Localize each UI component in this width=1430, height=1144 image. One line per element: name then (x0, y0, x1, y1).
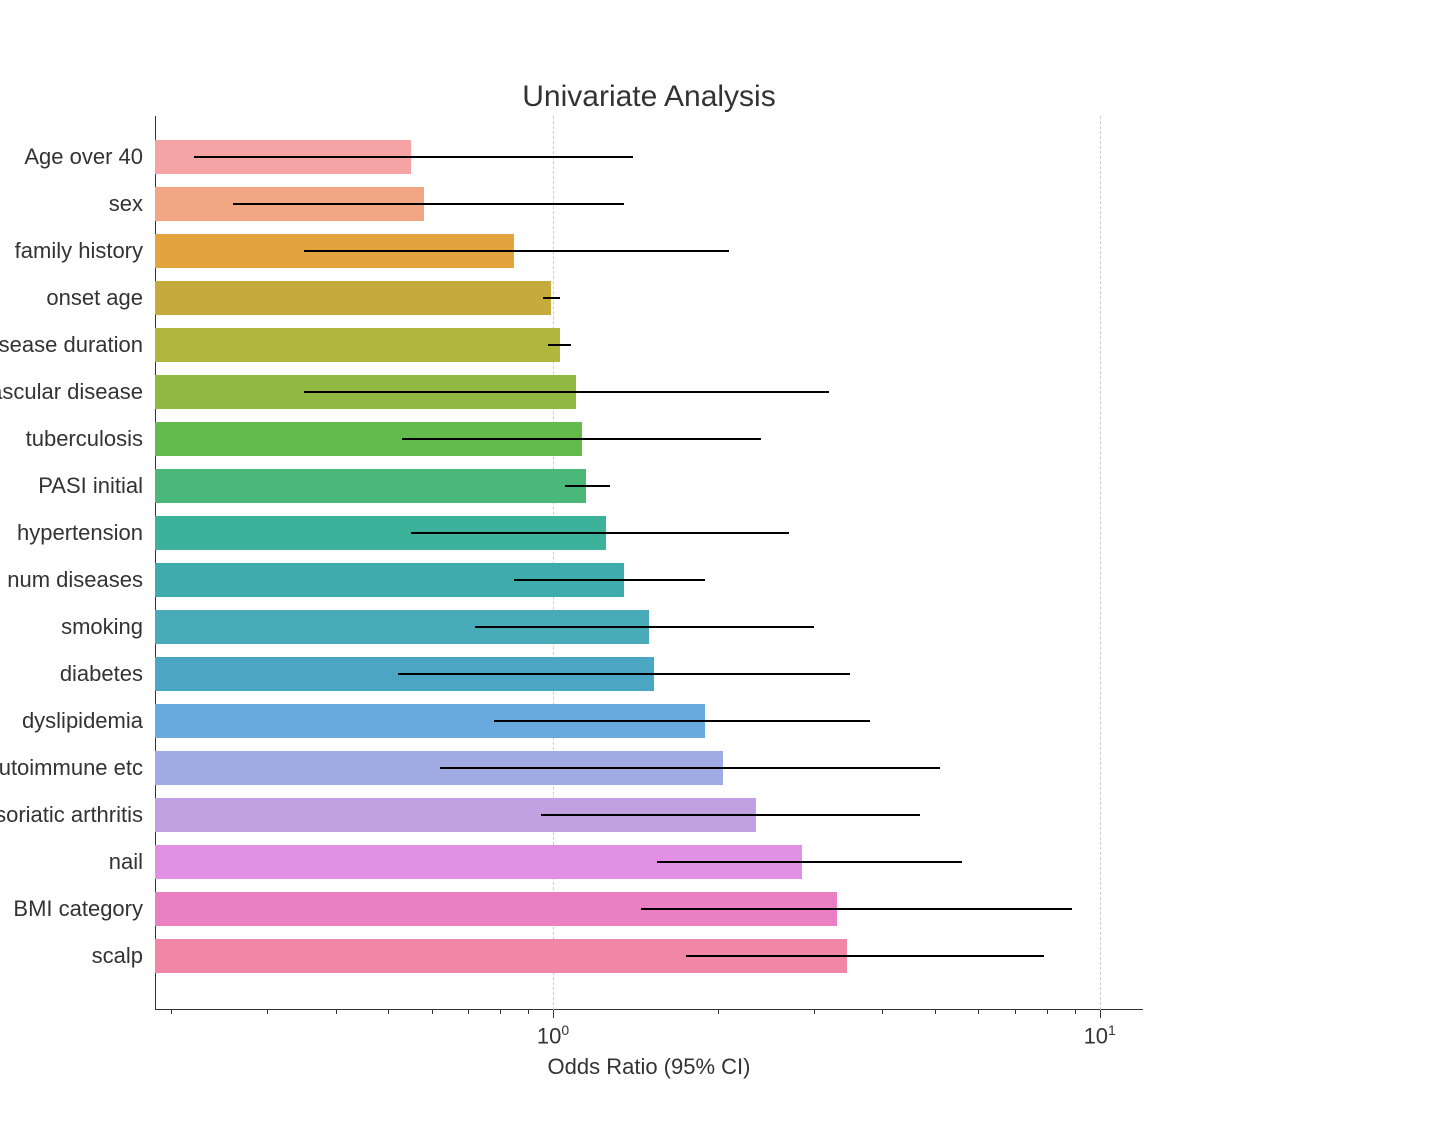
xtick-major (553, 1010, 554, 1018)
xtick-minor (500, 1010, 501, 1014)
chart-title: Univariate Analysis (155, 80, 1143, 114)
error-bar (543, 297, 560, 299)
chart-stage: Univariate Analysis 100101Age over 40sex… (0, 0, 1430, 1144)
xtick-minor (468, 1010, 469, 1014)
xtick-minor (528, 1010, 529, 1014)
category-label: smoking (61, 614, 155, 640)
x-axis-spine (155, 1009, 1143, 1010)
error-bar (402, 438, 761, 440)
error-bar (194, 156, 633, 158)
xtick-minor (814, 1010, 815, 1014)
xtick-minor (718, 1010, 719, 1014)
xtick-minor (171, 1010, 172, 1014)
category-label: cardiovascular disease (0, 379, 155, 405)
x-axis-label: Odds Ratio (95% CI) (155, 1054, 1143, 1080)
error-bar (548, 344, 571, 346)
error-bar (411, 532, 789, 534)
xtick-minor (978, 1010, 979, 1014)
xtick-minor (882, 1010, 883, 1014)
category-label: hypertension (17, 520, 155, 546)
xtick-major (1100, 1010, 1101, 1018)
category-label: disease duration (0, 332, 155, 358)
xtick-minor (336, 1010, 337, 1014)
category-label: tuberculosis (26, 426, 155, 452)
error-bar (475, 626, 814, 628)
error-bar (641, 908, 1072, 910)
category-label: scalp (92, 943, 155, 969)
category-label: diabetes (60, 661, 155, 687)
category-label: num diseases (7, 567, 155, 593)
error-bar (233, 203, 624, 205)
xtick-label: 100 (537, 1022, 569, 1049)
error-bar (514, 579, 705, 581)
xtick-minor (388, 1010, 389, 1014)
category-label: BMI category (13, 896, 155, 922)
bar (155, 469, 586, 503)
xtick-minor (1075, 1010, 1076, 1014)
error-bar (565, 485, 610, 487)
xtick-minor (935, 1010, 936, 1014)
xtick-minor (267, 1010, 268, 1014)
category-label: onset age (46, 285, 155, 311)
plot-area: 100101Age over 40sexfamily historyonset … (155, 116, 1143, 1010)
category-label: dyslipidemia (22, 708, 155, 734)
category-label: Age over 40 (24, 144, 155, 170)
error-bar (657, 861, 962, 863)
xtick-label: 101 (1084, 1022, 1116, 1049)
category-label: family history (15, 238, 155, 264)
bar (155, 328, 560, 362)
xtick-minor (1047, 1010, 1048, 1014)
xtick-minor (432, 1010, 433, 1014)
category-label: psoriatic arthritis (0, 802, 155, 828)
category-label: PASI initial (38, 473, 155, 499)
category-label: autoimmune etc (0, 755, 155, 781)
xtick-minor (1015, 1010, 1016, 1014)
category-label: sex (109, 191, 155, 217)
error-bar (304, 391, 829, 393)
error-bar (541, 814, 921, 816)
error-bar (686, 955, 1044, 957)
error-bar (494, 720, 870, 722)
gridline (1100, 116, 1101, 1010)
error-bar (398, 673, 851, 675)
error-bar (304, 250, 729, 252)
category-label: nail (109, 849, 155, 875)
error-bar (440, 767, 940, 769)
bar (155, 281, 551, 315)
